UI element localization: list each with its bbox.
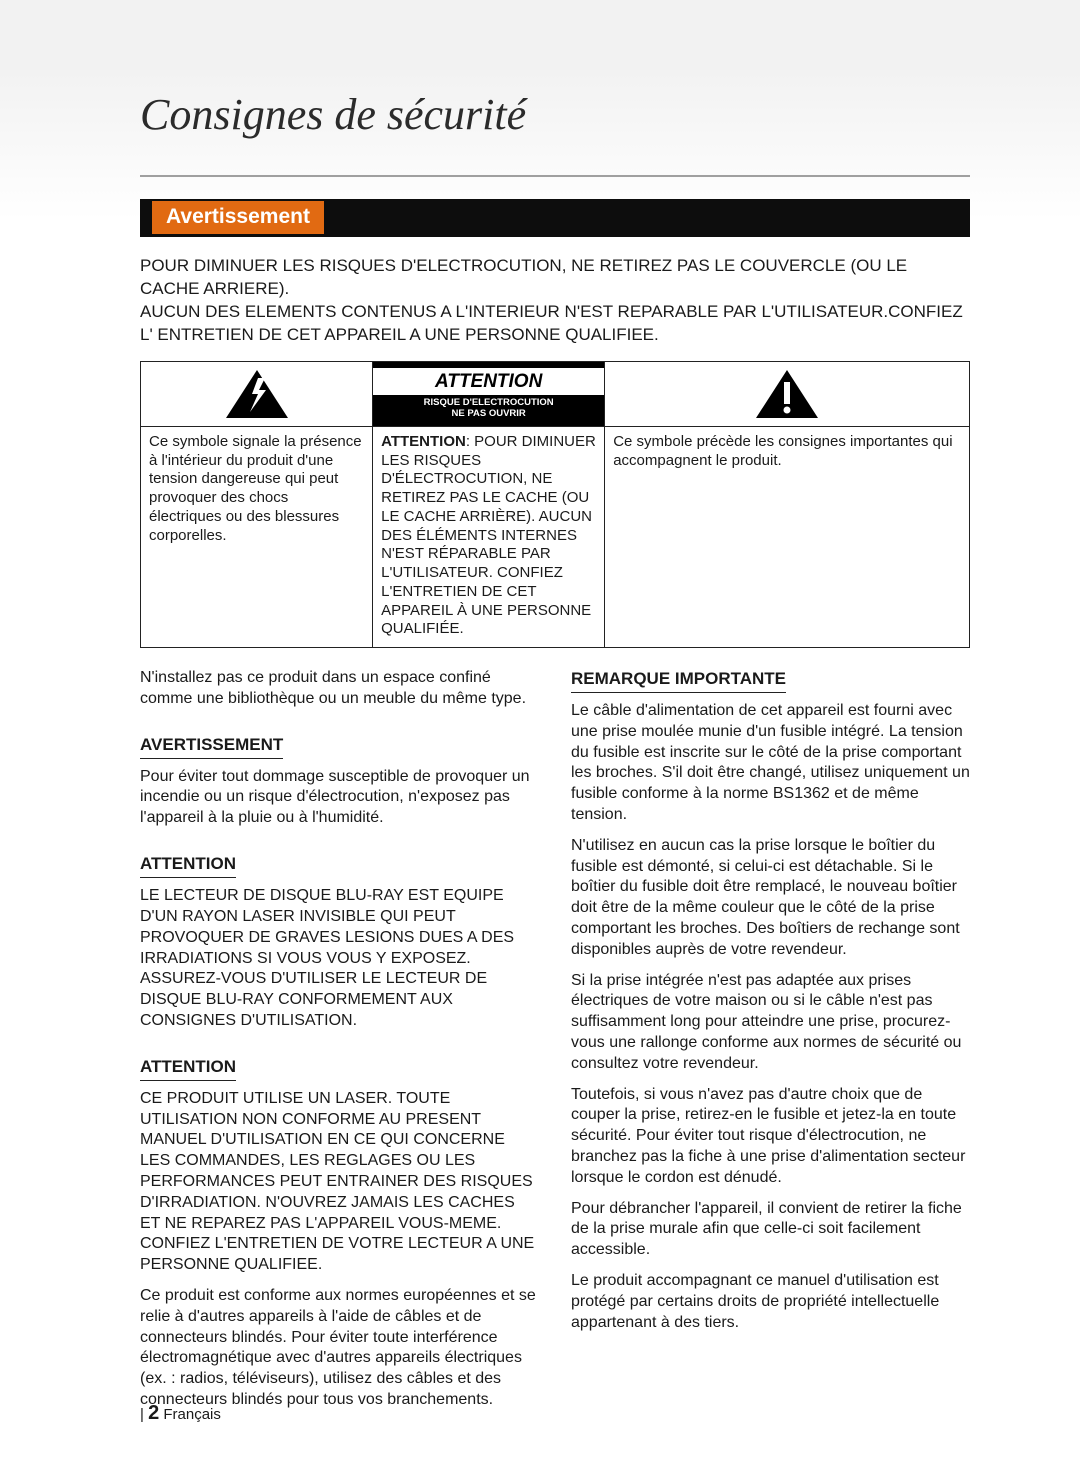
install-note: N'installez pas ce produit dans un espac… <box>140 668 539 710</box>
warning-symbol-table: ATTENTION RISQUE D'ELECTROCUTION NE PAS … <box>140 361 970 648</box>
heading-avertissement: AVERTISSEMENT <box>140 734 283 759</box>
para-conformity: Ce produit est conforme aux normes europ… <box>140 1286 539 1411</box>
exclamation-in-triangle-icon <box>752 368 822 420</box>
heading-attention-2: ATTENTION <box>140 1056 236 1081</box>
page-number: 2 <box>148 1402 159 1424</box>
heading-remarque: REMARQUE IMPORTANTE <box>571 668 786 693</box>
remarque-p1: Le câble d'alimentation de cet appareil … <box>571 701 970 826</box>
body-columns: N'installez pas ce produit dans un espac… <box>140 668 970 1421</box>
bolt-symbol-explanation: Ce symbole signale la présence à l'intér… <box>141 426 373 647</box>
remarque-p5: Pour débrancher l'appareil, il convient … <box>571 1199 970 1261</box>
attention-subline-1: RISQUE D'ELECTROCUTION <box>424 397 554 408</box>
attention-heading: ATTENTION <box>373 368 604 395</box>
intro-paragraph: POUR DIMINUER LES RISQUES D'ELECTROCUTIO… <box>140 255 970 347</box>
attention-explanation-strong: ATTENTION <box>381 433 466 450</box>
title-rule <box>140 175 970 177</box>
page-title: Consignes de sécurité <box>140 89 526 140</box>
remarque-p3: Si la prise intégrée n'est pas adaptée a… <box>571 971 970 1075</box>
footer-language: Français <box>163 1406 221 1423</box>
remarque-p2: N'utilisez en aucun cas la prise lorsque… <box>571 836 970 961</box>
exclamation-symbol-explanation: Ce symbole précède les consignes importa… <box>605 426 970 647</box>
section-band: Avertissement <box>140 199 970 237</box>
bolt-symbol-cell <box>141 361 373 426</box>
left-column: N'installez pas ce produit dans un espac… <box>140 668 539 1421</box>
remarque-p4: Toutefois, si vous n'avez pas d'autre ch… <box>571 1085 970 1189</box>
heading-attention-1: ATTENTION <box>140 853 236 878</box>
manual-page: Consignes de sécurité Avertissement POUR… <box>0 0 1080 1477</box>
section-band-label: Avertissement <box>152 201 324 234</box>
footer-bar: | <box>140 1406 144 1423</box>
page-footer: | 2 Français <box>140 1402 221 1425</box>
right-column: REMARQUE IMPORTANTE Le câble d'alimentat… <box>571 668 970 1421</box>
bolt-in-triangle-icon <box>222 368 292 420</box>
attention-explanation-body: : POUR DIMINUER LES RISQUES D'ÉLECTROCUT… <box>381 433 596 638</box>
page-header: Consignes de sécurité <box>140 60 970 175</box>
para-attention-2: CE PRODUIT UTILISE UN LASER. TOUTE UTILI… <box>140 1089 539 1276</box>
para-avertissement: Pour éviter tout dommage susceptible de … <box>140 767 539 829</box>
para-attention-1: LE LECTEUR DE DISQUE BLU-RAY EST EQUIPE … <box>140 886 539 1032</box>
exclamation-symbol-cell <box>605 361 970 426</box>
attention-subline-2: NE PAS OUVRIR <box>452 408 526 419</box>
attention-heading-cell: ATTENTION RISQUE D'ELECTROCUTION NE PAS … <box>373 361 605 426</box>
attention-explanation: ATTENTION: POUR DIMINUER LES RISQUES D'É… <box>373 426 605 647</box>
remarque-p6: Le produit accompagnant ce manuel d'util… <box>571 1271 970 1333</box>
